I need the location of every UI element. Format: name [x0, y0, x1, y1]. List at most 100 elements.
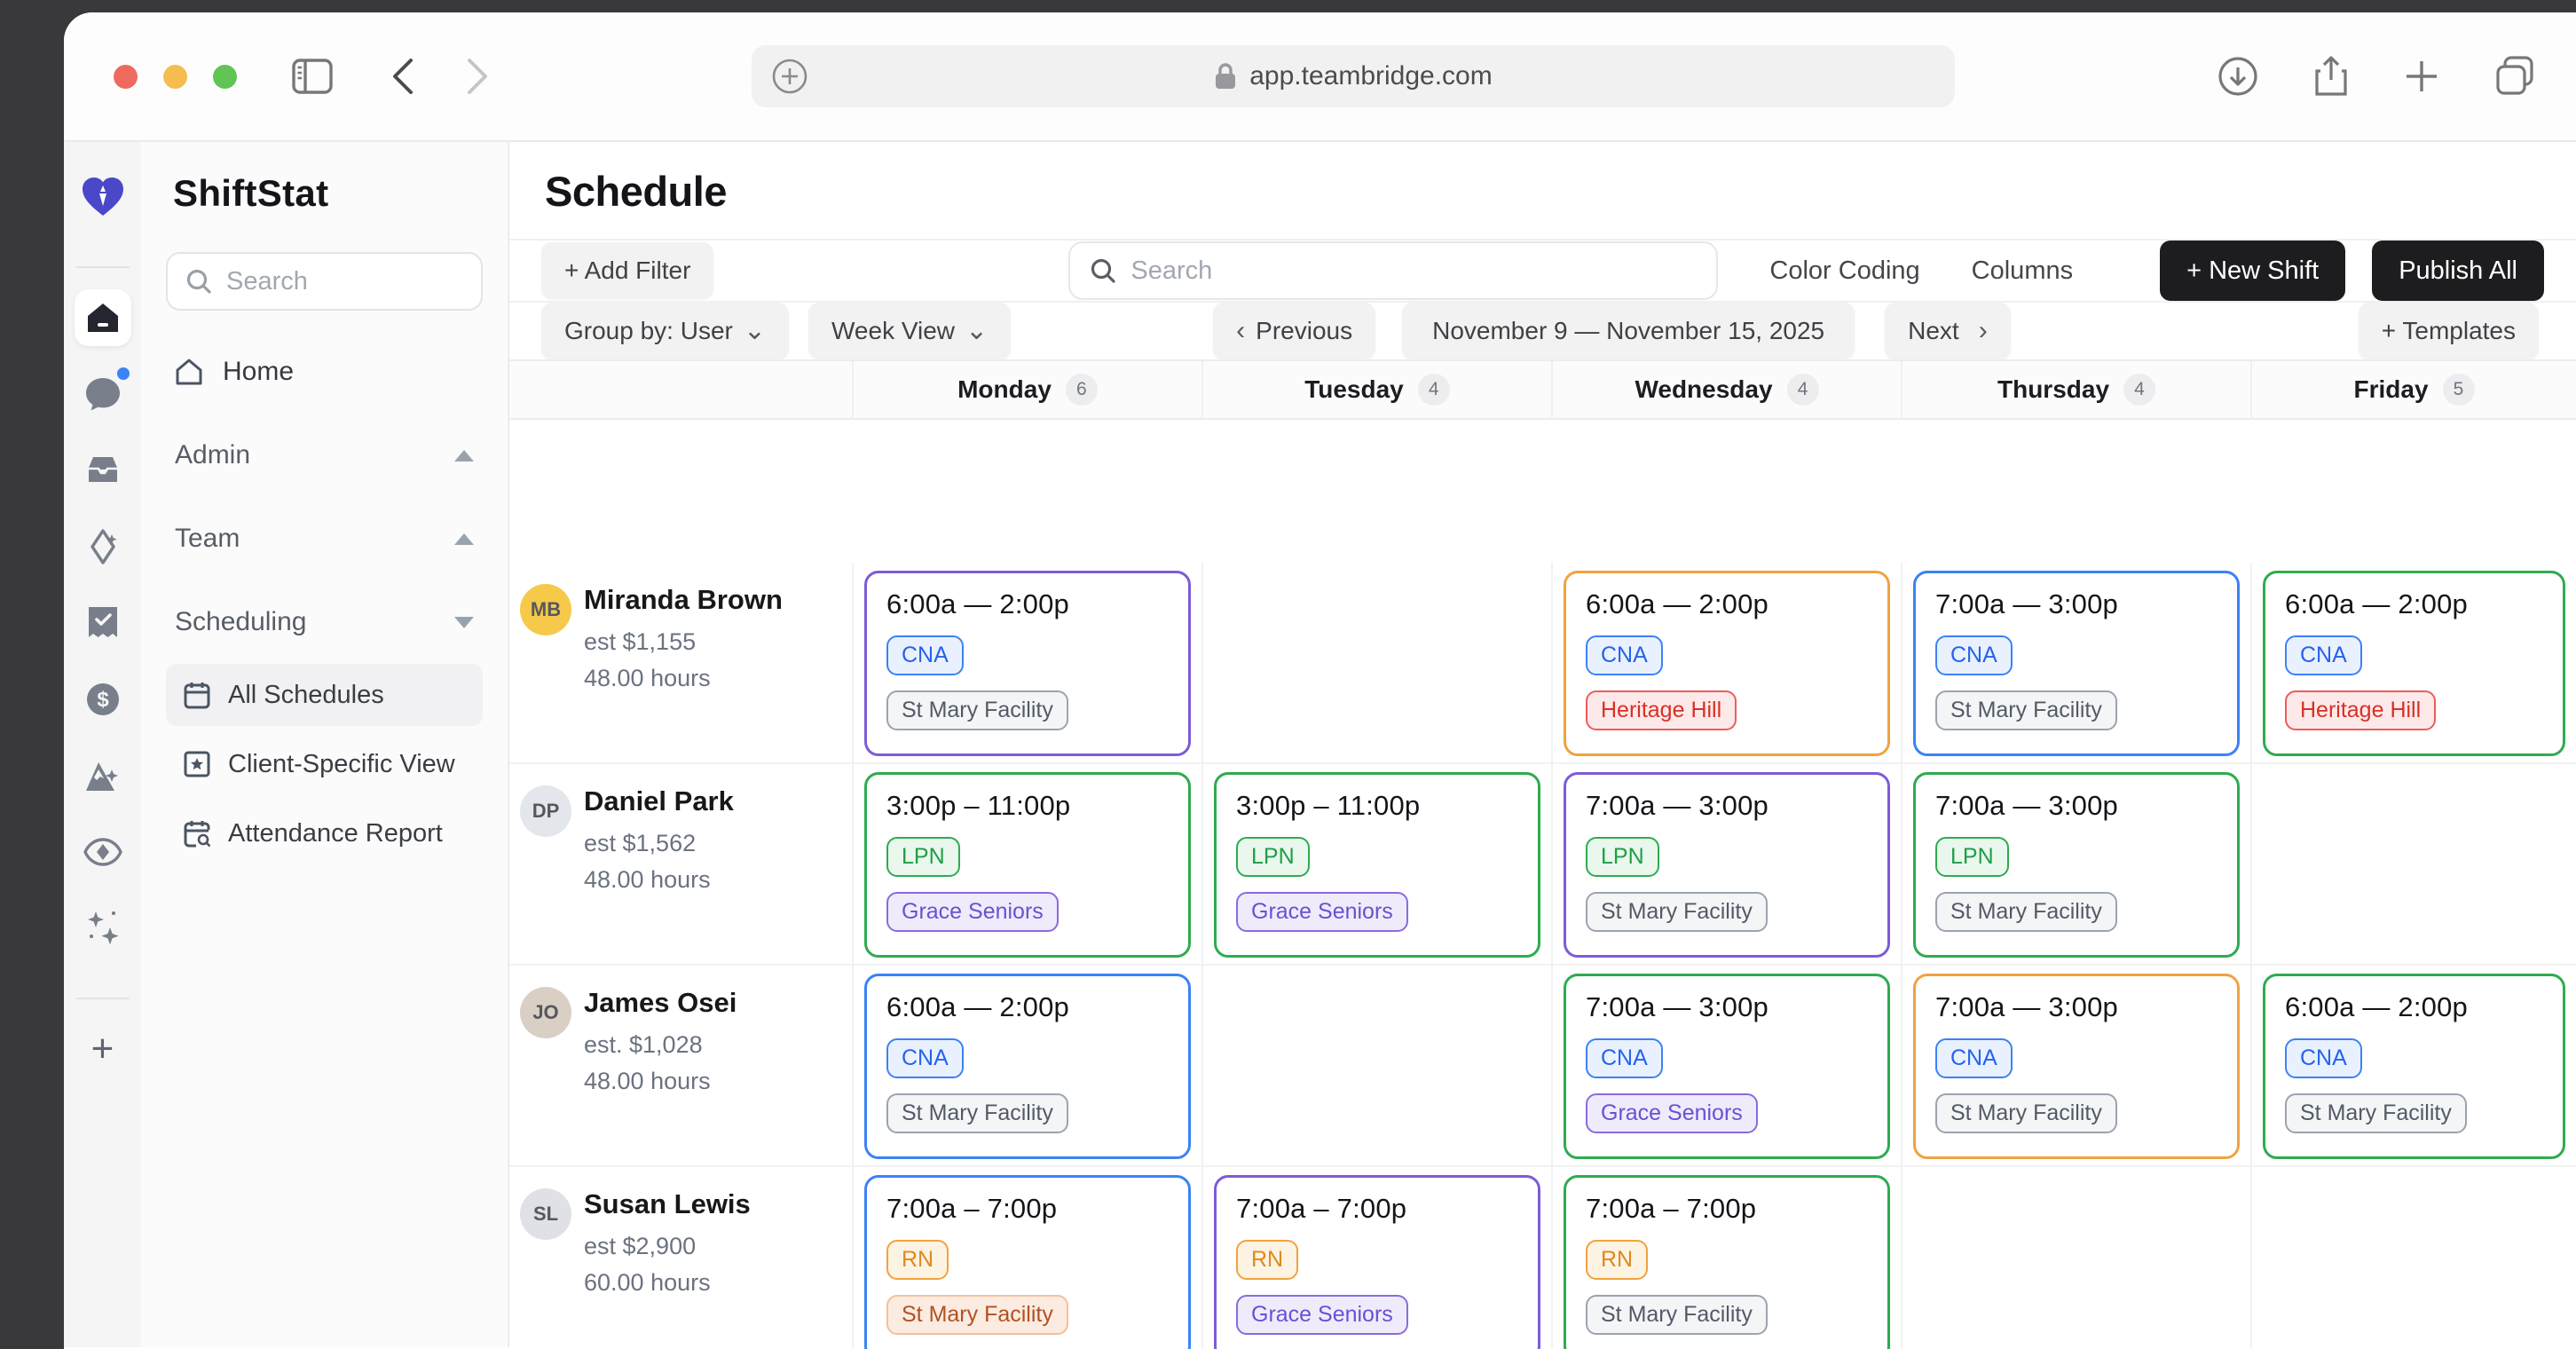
shift-card[interactable]: 3:00p – 11:00p LPN Grace Seniors [864, 772, 1191, 958]
schedule-cell[interactable]: 7:00a — 3:00p LPN St Mary Facility [1553, 764, 1902, 966]
shift-card[interactable]: 7:00a – 7:00p RN St Mary Facility [864, 1175, 1191, 1349]
schedule-cell[interactable]: 6:00a — 2:00p CNA Heritage Hill [1553, 563, 1902, 764]
shift-card[interactable]: 7:00a — 3:00p CNA St Mary Facility [1913, 571, 2240, 756]
date-range-button[interactable]: November 9 — November 15, 2025 [1402, 303, 1855, 359]
shift-card[interactable]: 7:00a — 3:00p CNA Grace Seniors [1564, 974, 1890, 1159]
tab-overview-icon[interactable] [2494, 56, 2537, 97]
role-badge-row: LPN [1586, 837, 1868, 877]
sidebar-section-scheduling[interactable]: Scheduling [175, 607, 474, 637]
sidebar-item-all-schedules[interactable]: All Schedules [166, 664, 483, 726]
section-label: Scheduling [175, 607, 307, 636]
role-badge-row: CNA [886, 635, 1169, 675]
page-plus-icon[interactable] [771, 58, 808, 95]
rail-mountain-icon[interactable] [75, 747, 131, 804]
shift-card[interactable]: 7:00a – 7:00p RN St Mary Facility [1564, 1175, 1890, 1349]
user-row-header: SL Susan Lewis est $2,900 60.00 hours [509, 1167, 854, 1349]
schedule-cell[interactable] [1902, 1167, 2252, 1349]
rail-ticket-check-icon[interactable] [75, 595, 131, 651]
schedule-grid: Monday 6 Tuesday 4 Wednesday 4 Thursday 4 Friday… [509, 359, 2576, 1349]
address-bar[interactable]: app.teambridge.com [752, 45, 1955, 107]
schedule-cell[interactable]: 7:00a — 3:00p CNA St Mary Facility [1902, 563, 2252, 764]
schedule-cell[interactable]: 6:00a — 2:00p CNA St Mary Facility [854, 563, 1203, 764]
rail-sparkles-icon[interactable] [75, 900, 131, 957]
next-week-button[interactable]: Next › [1885, 303, 2011, 359]
schedule-cell[interactable]: 7:00a – 7:00p RN St Mary Facility [1553, 1167, 1902, 1349]
sidebar-item-attendance-report[interactable]: Attendance Report [166, 802, 483, 864]
add-filter-button[interactable]: + Add Filter [541, 242, 714, 299]
sidebar-section-admin[interactable]: Admin [175, 440, 474, 470]
back-icon[interactable] [391, 58, 414, 95]
schedule-cell[interactable]: 7:00a – 7:00p RN St Mary Facility [854, 1167, 1203, 1349]
facility-badge: St Mary Facility [886, 1295, 1068, 1335]
rail-add-icon[interactable]: + [91, 1027, 114, 1070]
shift-card[interactable]: 6:00a — 2:00p CNA St Mary Facility [864, 571, 1191, 756]
columns-button[interactable]: Columns [1971, 256, 2074, 285]
shift-card[interactable]: 3:00p – 11:00p LPN Grace Seniors [1214, 772, 1540, 958]
rail-dollar-icon[interactable]: $ [75, 671, 131, 728]
templates-button[interactable]: + Templates [2358, 303, 2539, 359]
sidebar-section-team[interactable]: Team [175, 524, 474, 554]
user-name: Daniel Park [584, 785, 734, 816]
role-badge: CNA [886, 1038, 964, 1078]
role-badge: CNA [1586, 1038, 1663, 1078]
view-dropdown[interactable]: Week View ⌄ [808, 303, 1012, 359]
publish-all-button[interactable]: Publish All [2372, 241, 2544, 301]
day-shift-count: 4 [1786, 374, 1819, 406]
user-row-header: MB Miranda Brown est $1,155 48.00 hours [509, 563, 854, 764]
shift-card[interactable]: 7:00a — 3:00p CNA St Mary Facility [1913, 974, 2240, 1159]
rail-home-icon[interactable] [74, 289, 131, 346]
schedule-cell[interactable]: 7:00a — 3:00p CNA Grace Seniors [1553, 966, 1902, 1167]
rail-diamond-icon[interactable] [75, 518, 131, 575]
calendar-icon [184, 681, 210, 709]
schedule-cell[interactable]: 6:00a — 2:00p CNA St Mary Facility [2252, 966, 2576, 1167]
forward-icon[interactable] [466, 58, 489, 95]
new-shift-button[interactable]: + New Shift [2160, 241, 2346, 301]
rail-eye-icon[interactable] [75, 824, 131, 880]
schedule-cell[interactable] [1203, 966, 1553, 1167]
chevron-down-icon: ⌄ [965, 316, 989, 345]
downloads-icon[interactable] [2218, 56, 2258, 97]
zoom-window-button[interactable] [213, 64, 237, 89]
shift-card[interactable]: 6:00a — 2:00p CNA Heritage Hill [1564, 571, 1890, 756]
sidebar-toggle-icon[interactable] [292, 59, 333, 94]
schedule-search-input[interactable] [1130, 256, 1698, 286]
collapse-up-icon [454, 532, 474, 545]
color-coding-button[interactable]: Color Coding [1769, 256, 1920, 285]
schedule-cell[interactable]: 6:00a — 2:00p CNA Heritage Hill [2252, 563, 2576, 764]
chevron-right-icon: › [1978, 316, 1988, 345]
facility-badge: Grace Seniors [1586, 1093, 1758, 1133]
sidebar-search-input[interactable] [226, 266, 463, 296]
shift-card[interactable]: 6:00a — 2:00p CNA St Mary Facility [2263, 974, 2565, 1159]
sidebar-search[interactable] [166, 252, 483, 311]
facility-badge-row: St Mary Facility [886, 1093, 1169, 1133]
page-title: Schedule [545, 168, 727, 215]
new-tab-icon[interactable] [2404, 59, 2439, 94]
rail-chat-icon[interactable] [75, 366, 131, 422]
share-icon[interactable] [2313, 55, 2349, 98]
shiftstat-logo-icon[interactable] [75, 169, 131, 225]
schedule-search[interactable] [1068, 241, 1719, 300]
facility-badge: Heritage Hill [2285, 690, 2437, 730]
schedule-cell[interactable] [2252, 764, 2576, 966]
shift-card[interactable]: 7:00a — 3:00p LPN St Mary Facility [1913, 772, 2240, 958]
schedule-cell[interactable] [1203, 563, 1553, 764]
schedule-cell[interactable]: 7:00a – 7:00p RN Grace Seniors [1203, 1167, 1553, 1349]
group-by-dropdown[interactable]: Group by: User ⌄ [541, 303, 789, 359]
rail-inbox-icon[interactable] [75, 442, 131, 499]
schedule-cell[interactable]: 7:00a — 3:00p CNA St Mary Facility [1902, 966, 2252, 1167]
schedule-cell[interactable]: 7:00a — 3:00p LPN St Mary Facility [1902, 764, 2252, 966]
schedule-cell[interactable]: 3:00p – 11:00p LPN Grace Seniors [854, 764, 1203, 966]
shift-card[interactable]: 7:00a – 7:00p RN Grace Seniors [1214, 1175, 1540, 1349]
previous-week-button[interactable]: ‹ Previous [1213, 303, 1376, 359]
sidebar-item-home[interactable]: Home [175, 357, 483, 387]
shift-card[interactable]: 7:00a — 3:00p LPN St Mary Facility [1564, 772, 1890, 958]
role-badge: RN [886, 1240, 949, 1280]
shift-card[interactable]: 6:00a — 2:00p CNA St Mary Facility [864, 974, 1191, 1159]
schedule-cell[interactable]: 6:00a — 2:00p CNA St Mary Facility [854, 966, 1203, 1167]
schedule-cell[interactable] [2252, 1167, 2576, 1349]
minimize-window-button[interactable] [163, 64, 187, 89]
sidebar-item-client-specific-view[interactable]: Client-Specific View [166, 733, 483, 795]
schedule-cell[interactable]: 3:00p – 11:00p LPN Grace Seniors [1203, 764, 1553, 966]
close-window-button[interactable] [114, 64, 138, 89]
shift-card[interactable]: 6:00a — 2:00p CNA Heritage Hill [2263, 571, 2565, 756]
